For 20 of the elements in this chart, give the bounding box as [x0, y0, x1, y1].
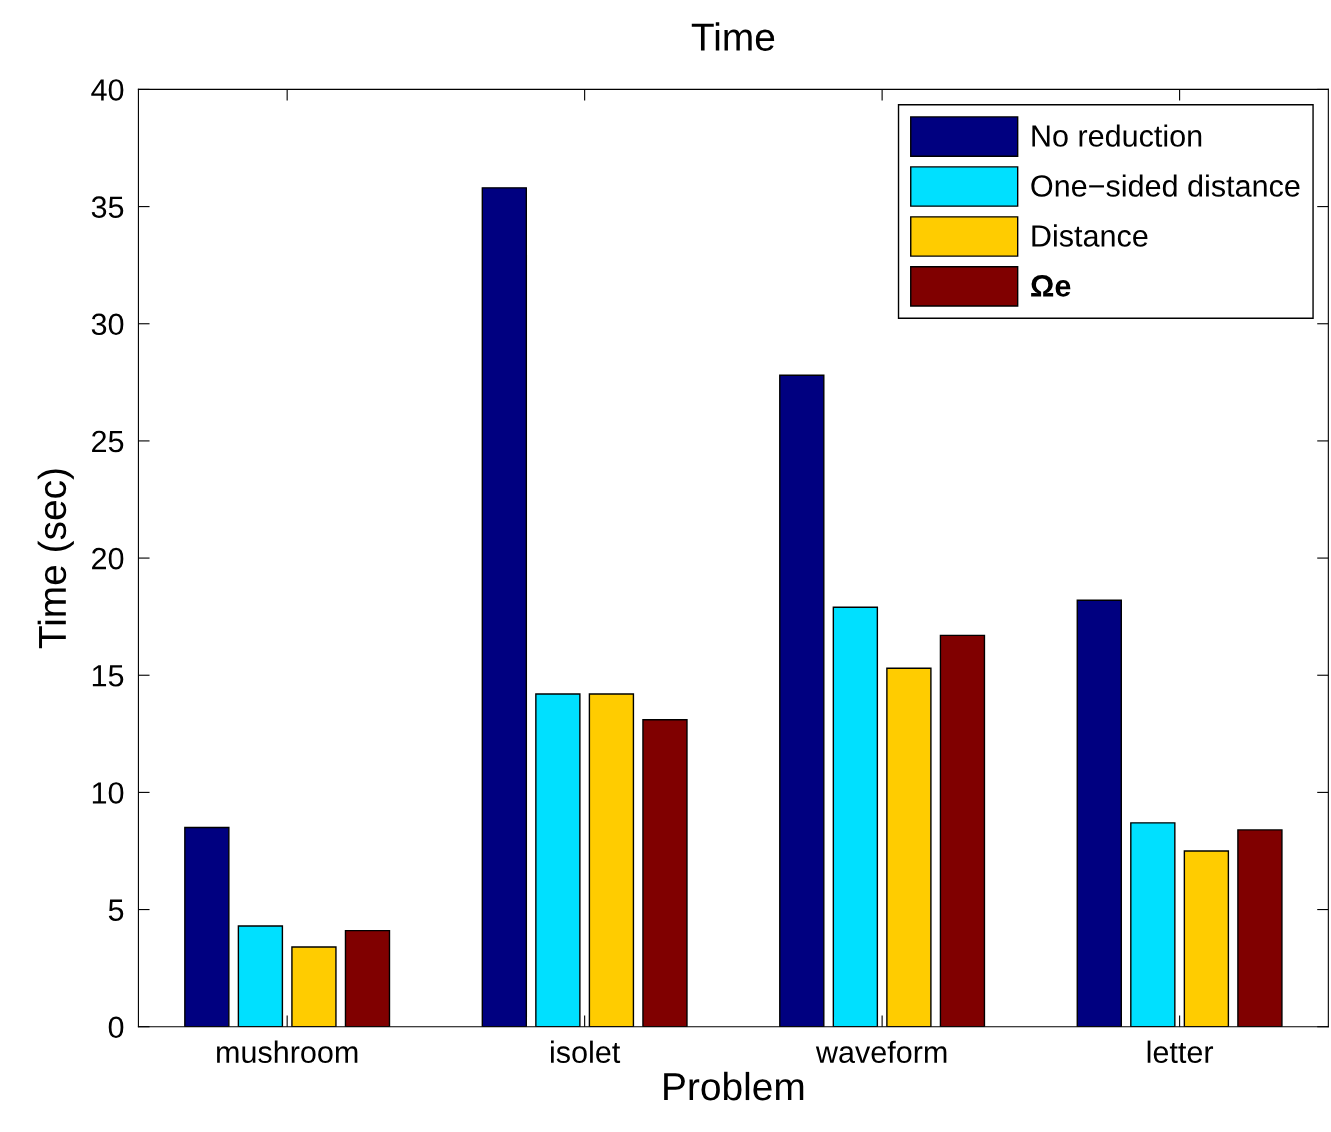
y-tick-label: 0 — [108, 1016, 124, 1039]
legend-label: Ωe — [1031, 275, 1071, 297]
y-tick-label: 10 — [92, 782, 124, 804]
y-tick-label: 20 — [92, 547, 124, 570]
legend-label: Distance — [1032, 224, 1148, 247]
chart-title: Time — [691, 22, 775, 51]
x-tick-label: letter — [1147, 1040, 1214, 1064]
y-tick-label: 25 — [92, 430, 124, 453]
x-tick-label: waveform — [815, 1040, 947, 1064]
legend-label: One−sided distance — [1031, 174, 1300, 197]
y-axis-title: Time (sec) — [37, 469, 74, 649]
y-tick-label: 35 — [91, 196, 124, 218]
legend-label: No reduction — [1032, 124, 1202, 147]
y-tick-label: 5 — [108, 899, 124, 921]
x-tick-label: isolet — [551, 1040, 621, 1064]
y-tick-label: 15 — [92, 665, 124, 687]
y-tick-label: 30 — [91, 313, 124, 336]
x-axis-title: Problem — [664, 1071, 804, 1101]
y-tick-label: 40 — [91, 79, 124, 101]
x-tick-label: mushroom — [217, 1040, 358, 1064]
